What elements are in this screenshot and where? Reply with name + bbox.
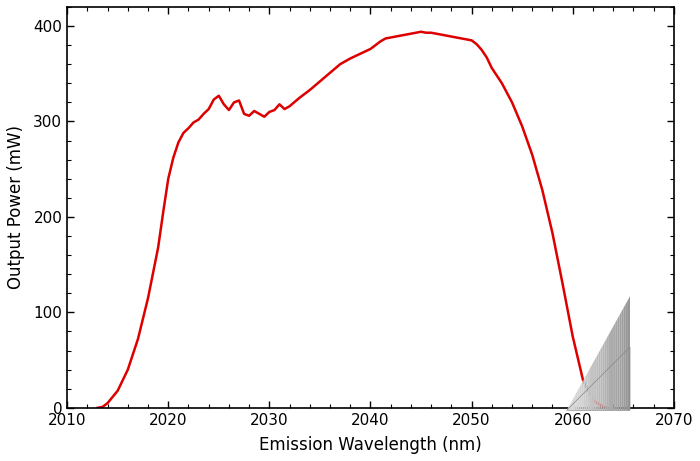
X-axis label: Emission Wavelength (nm): Emission Wavelength (nm) — [259, 436, 482, 454]
Y-axis label: Output Power (mW): Output Power (mW) — [7, 125, 25, 290]
